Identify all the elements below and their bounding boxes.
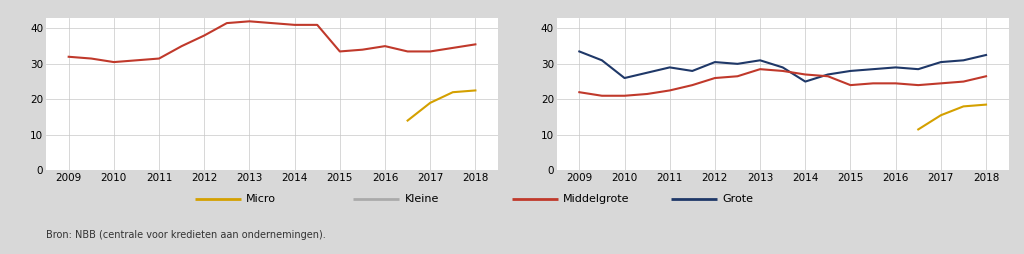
Text: Bron: NBB (centrale voor kredieten aan ondernemingen).: Bron: NBB (centrale voor kredieten aan o…: [46, 230, 326, 240]
Text: Middelgrote: Middelgrote: [563, 194, 630, 204]
Text: Micro: Micro: [246, 194, 275, 204]
Text: Grote: Grote: [722, 194, 753, 204]
Text: Kleine: Kleine: [404, 194, 439, 204]
